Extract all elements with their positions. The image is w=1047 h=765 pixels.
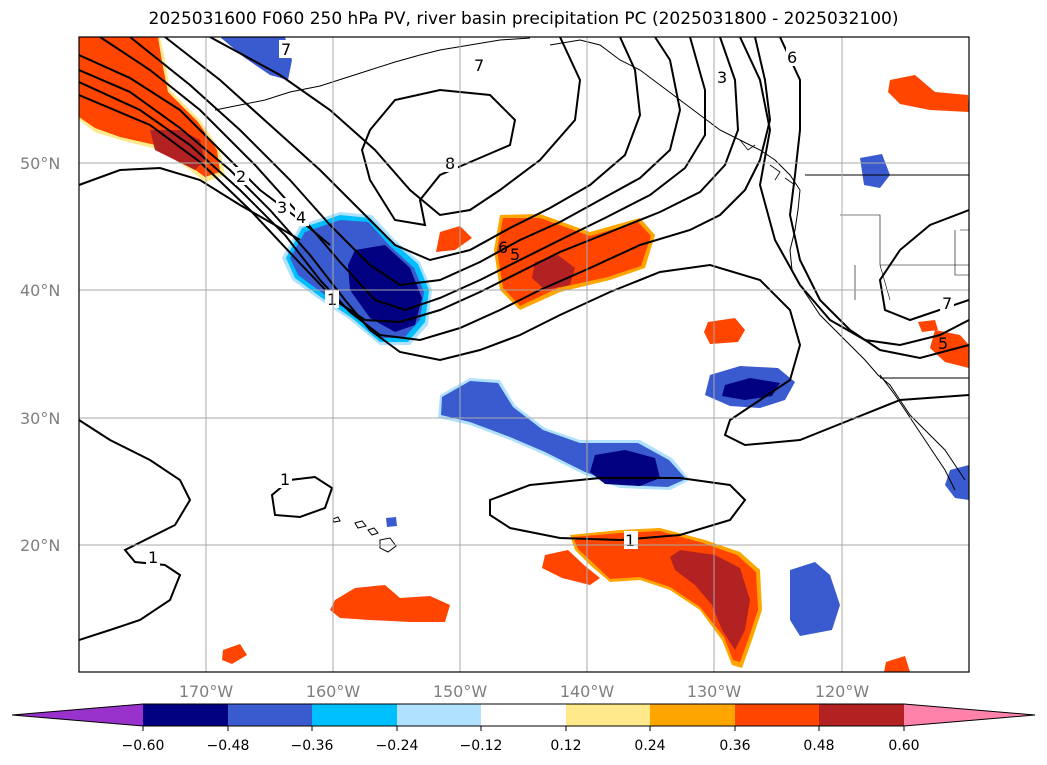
pv-contour — [489, 477, 747, 542]
state-borders — [840, 214, 969, 301]
precip-shading — [79, 37, 969, 672]
pv-contour — [878, 209, 969, 322]
pv-label: 2 — [236, 167, 246, 186]
pv-label: 7 — [281, 40, 291, 59]
colorbar-tick-label: 0.24 — [634, 738, 665, 754]
pv-label: 7 — [474, 56, 484, 75]
lat-label: 40°N — [20, 281, 60, 300]
colorbar-tick-label: 0.12 — [550, 738, 581, 754]
pv-contour — [270, 475, 334, 519]
baja-coastline — [879, 374, 956, 491]
pv-label: 1 — [327, 290, 337, 309]
pv-contour — [164, 37, 642, 262]
precip-positive-region — [930, 330, 969, 368]
map-title: 2025031600 F060 250 hPa PV, river basin … — [148, 9, 899, 29]
colorbar-tick-label: 0.48 — [803, 738, 834, 754]
pv-label: 3 — [277, 198, 287, 217]
colorbar-segment — [312, 704, 397, 726]
lon-label: 160°W — [306, 682, 361, 701]
colorbar-tick-label: 0.36 — [719, 738, 750, 754]
colorbar-tick-label: −0.24 — [376, 738, 419, 754]
precip-strong-negative-region — [722, 378, 780, 400]
colorbar-segment — [228, 704, 312, 726]
pv-label: 1 — [280, 470, 290, 489]
precip-positive-region — [884, 656, 910, 672]
colorbar-segment — [481, 704, 566, 726]
precip-negative-region — [386, 517, 397, 527]
us-west-coastline — [789, 189, 966, 481]
pv-label: 4 — [296, 208, 306, 227]
longitude-labels: 170°W 160°W 150°W 140°W 130°W 120°W — [179, 682, 870, 701]
lon-label: 170°W — [179, 682, 234, 701]
precip-positive-region — [888, 75, 969, 112]
colorbar-segment — [819, 704, 904, 726]
colorbar-tick-label: 0.60 — [888, 738, 919, 754]
colorbar-segment — [143, 704, 228, 726]
colorbar: −0.60 −0.48 −0.36 −0.24 −0.12 0.12 0.24 … — [11, 703, 1036, 754]
alaska-coastline — [214, 37, 801, 191]
precip-positive-region — [542, 550, 600, 585]
pv-contour — [79, 37, 772, 342]
pv-label: 6 — [787, 48, 797, 67]
lon-label: 150°W — [433, 682, 488, 701]
lat-label: 30°N — [20, 409, 60, 428]
precip-positive-region — [330, 585, 450, 622]
colorbar-segment — [735, 704, 819, 726]
pv-label: 5 — [510, 245, 520, 264]
colorbar-over-arrow — [904, 704, 1035, 726]
precip-positive-region — [222, 644, 247, 664]
pv-contour-labels: 7 7 3 6 8 2 3 4 1 6 5 7 5 1 1 — [146, 40, 954, 567]
precip-strong-region — [150, 130, 205, 170]
hawaiian-islands — [332, 516, 397, 553]
pv-label: 5 — [938, 334, 948, 353]
pv-contour — [79, 419, 192, 641]
lat-label: 50°N — [20, 154, 60, 173]
precip-strong-region — [670, 550, 750, 650]
pv-contour — [79, 69, 969, 447]
pv-label: 1 — [625, 531, 635, 550]
precip-positive-region — [497, 218, 651, 306]
pv-label: 3 — [717, 68, 727, 87]
map-border — [78, 36, 970, 673]
colorbar-segment — [650, 704, 735, 726]
colorbar-tick-label: −0.12 — [460, 738, 503, 754]
precip-negative-region — [220, 37, 292, 80]
colorbar-tick-label: −0.60 — [122, 738, 165, 754]
gridlines — [79, 37, 969, 672]
colorbar-segment — [397, 704, 481, 726]
precip-positive-region — [918, 320, 938, 332]
lat-label: 20°N — [20, 536, 60, 555]
colorbar-under-arrow — [12, 704, 143, 726]
colorbar-tick-label: −0.48 — [207, 738, 250, 754]
precip-negative-region — [945, 465, 969, 500]
colorbar-segment — [566, 704, 650, 726]
precip-positive-region — [436, 226, 472, 252]
latitude-labels: 50°N 40°N 30°N 20°N — [20, 154, 60, 555]
pv-contour — [739, 37, 969, 347]
lon-label: 140°W — [560, 682, 615, 701]
pv-contour — [79, 37, 740, 324]
colorbar-tick-label: −0.36 — [291, 738, 334, 754]
lon-label: 120°W — [815, 682, 870, 701]
precip-strong-region — [532, 255, 575, 290]
map-background — [79, 37, 969, 672]
precip-negative-region — [790, 562, 840, 636]
pv-contour — [209, 37, 582, 217]
coastlines — [214, 37, 969, 491]
pv-label: 1 — [148, 548, 158, 567]
lon-label: 130°W — [687, 682, 742, 701]
pv-contour — [779, 37, 969, 360]
pv-label: 6 — [498, 238, 508, 257]
pv-label: 7 — [942, 294, 952, 313]
